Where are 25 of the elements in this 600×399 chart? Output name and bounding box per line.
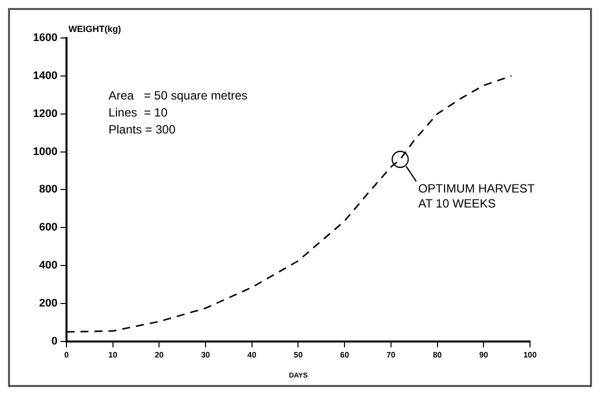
y-tick-label: 400 xyxy=(39,260,58,272)
y-tick-label: 1400 xyxy=(32,70,58,82)
annotation: Plants = 300 xyxy=(108,122,176,136)
y-axis-title: WEIGHT(kg) xyxy=(68,24,121,34)
x-tick-label: 90 xyxy=(479,350,489,360)
x-tick-label: 100 xyxy=(523,350,538,360)
y-tick-label: 1000 xyxy=(32,146,58,158)
x-tick-label: 40 xyxy=(247,350,257,360)
x-tick-label: 80 xyxy=(432,350,442,360)
x-tick-label: 10 xyxy=(108,350,118,360)
x-tick-label: 50 xyxy=(294,350,304,360)
y-tick-label: 0 xyxy=(51,335,58,348)
annotation: OPTIMUM HARVEST AT 10 WEEKS xyxy=(418,182,536,211)
y-tick-label: 800 xyxy=(39,184,58,196)
annotation: Area = 50 square metres xyxy=(108,88,248,102)
x-tick-label: 70 xyxy=(386,350,396,360)
y-tick-label: 200 xyxy=(39,298,58,310)
y-tick-label: 1600 xyxy=(32,32,58,44)
annotation: Lines = 10 xyxy=(108,105,168,120)
x-tick-label: 60 xyxy=(340,350,350,360)
y-tick-label: 600 xyxy=(39,222,58,234)
x-tick-label: 30 xyxy=(201,350,211,360)
x-tick-label: 20 xyxy=(154,350,164,360)
x-tick-label: 0 xyxy=(64,350,70,360)
y-tick-label: 1200 xyxy=(32,108,58,120)
